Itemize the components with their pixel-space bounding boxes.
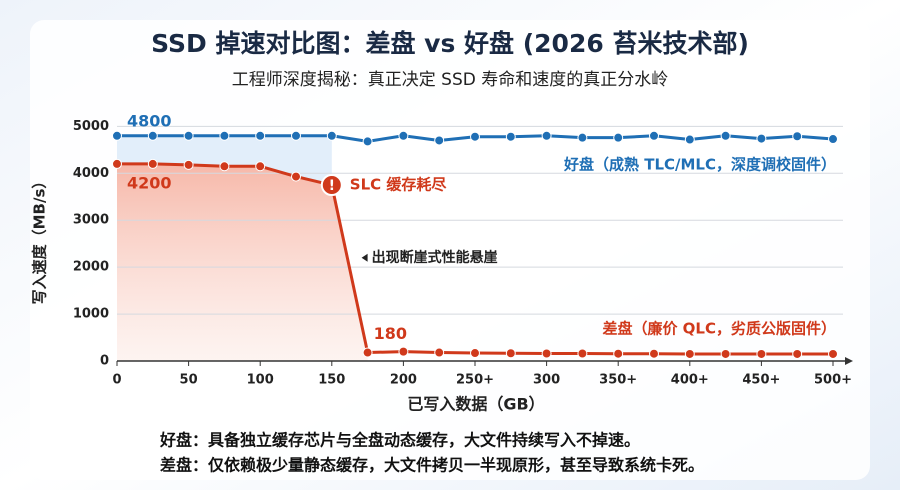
annotation: 180 [374,324,407,343]
data-point [398,346,409,357]
data-point [613,348,624,359]
y-tick-label: 5000 [73,119,109,134]
data-point [219,130,230,141]
data-point [720,130,731,141]
data-point [541,130,552,141]
warning-icon [320,174,343,197]
chart-subtitle: 工程师深度揭秘：真正决定 SSD 寿命和速度的真正分水岭 [232,70,668,90]
x-tick-label: 50 [180,373,198,388]
data-point [756,133,767,144]
chart-title: SSD 掉速对比图：差盘 vs 好盘 (2026 苔米技术部) [151,29,749,58]
legend-entry: 好盘（成熟 TLC/MLC，深度调校固件） [563,156,836,174]
data-point [147,158,158,169]
data-point [362,136,373,147]
axis-arrow [845,357,853,365]
data-point [183,130,194,141]
data-point [291,171,301,182]
data-point [291,130,301,141]
note: 好盘：具备独立缓存芯片与全盘动态缓存，大文件持续写入不掉速。 [159,431,640,450]
x-tick-label: 250+ [456,373,494,388]
y-tick-label: 0 [100,354,109,369]
x-tick-label: 150 [318,373,345,388]
annotation-arrow [361,253,368,262]
data-point [720,348,731,359]
data-point [326,130,337,141]
x-tick-label: 300 [533,373,560,388]
data-point [756,348,767,359]
plot-area: 0 1000 2000 3000 4000 5000 0 50 100 150 200 250+ 300… [73,111,853,388]
data-point [577,132,588,143]
y-tick-label: 1000 [73,307,109,322]
data-point [649,130,659,141]
area-fill [117,135,332,186]
data-point [828,134,838,145]
data-point [649,348,659,359]
data-point [434,135,445,146]
data-point [684,134,695,145]
y-axis-label: 写入速度（MB/s） [31,174,49,305]
data-point [505,131,516,142]
data-point [255,130,266,141]
y-tick-label: 3000 [73,213,109,228]
warning-icon: ! [329,178,335,194]
data-point [541,348,552,359]
data-point [147,130,158,141]
annotation: 4800 [127,111,172,130]
data-point [792,131,803,142]
data-point [183,159,194,170]
x-tick-label: 0 [112,373,121,388]
annotation: SLC 缓存耗尽 [350,176,448,194]
data-point [362,347,373,358]
data-point [470,348,480,359]
x-tick-label: 450+ [742,373,780,388]
data-point [577,348,588,359]
x-axis-label: 已写入数据（GB） [407,395,544,414]
annotation: 4200 [127,173,172,192]
data-point [505,348,516,359]
data-point [613,132,624,143]
data-point [434,347,445,358]
x-tick-label: 500+ [814,373,852,388]
area-fill [117,163,368,361]
data-point [470,131,480,142]
data-point [792,348,803,359]
data-point [112,158,122,169]
data-point [219,161,230,172]
legend-entry: 差盘（廉价 QLC，劣质公版固件） [602,319,836,337]
data-point [112,130,122,141]
x-tick-label: 200 [390,373,417,388]
y-tick-label: 4000 [73,166,109,181]
data-point [398,130,409,141]
x-tick-label: 350+ [599,373,637,388]
data-point [255,161,266,172]
note: 差盘：仅依赖极少量静态缓存，大文件拷贝一半现原形，甚至导致系统卡死。 [160,456,704,475]
y-tick-label: 2000 [73,260,109,275]
annotation: 出现断崖式性能悬崖 [372,249,498,266]
data-point [828,348,838,359]
x-tick-label: 100 [247,373,274,388]
data-point [684,348,695,359]
x-tick-label: 400+ [671,373,709,388]
